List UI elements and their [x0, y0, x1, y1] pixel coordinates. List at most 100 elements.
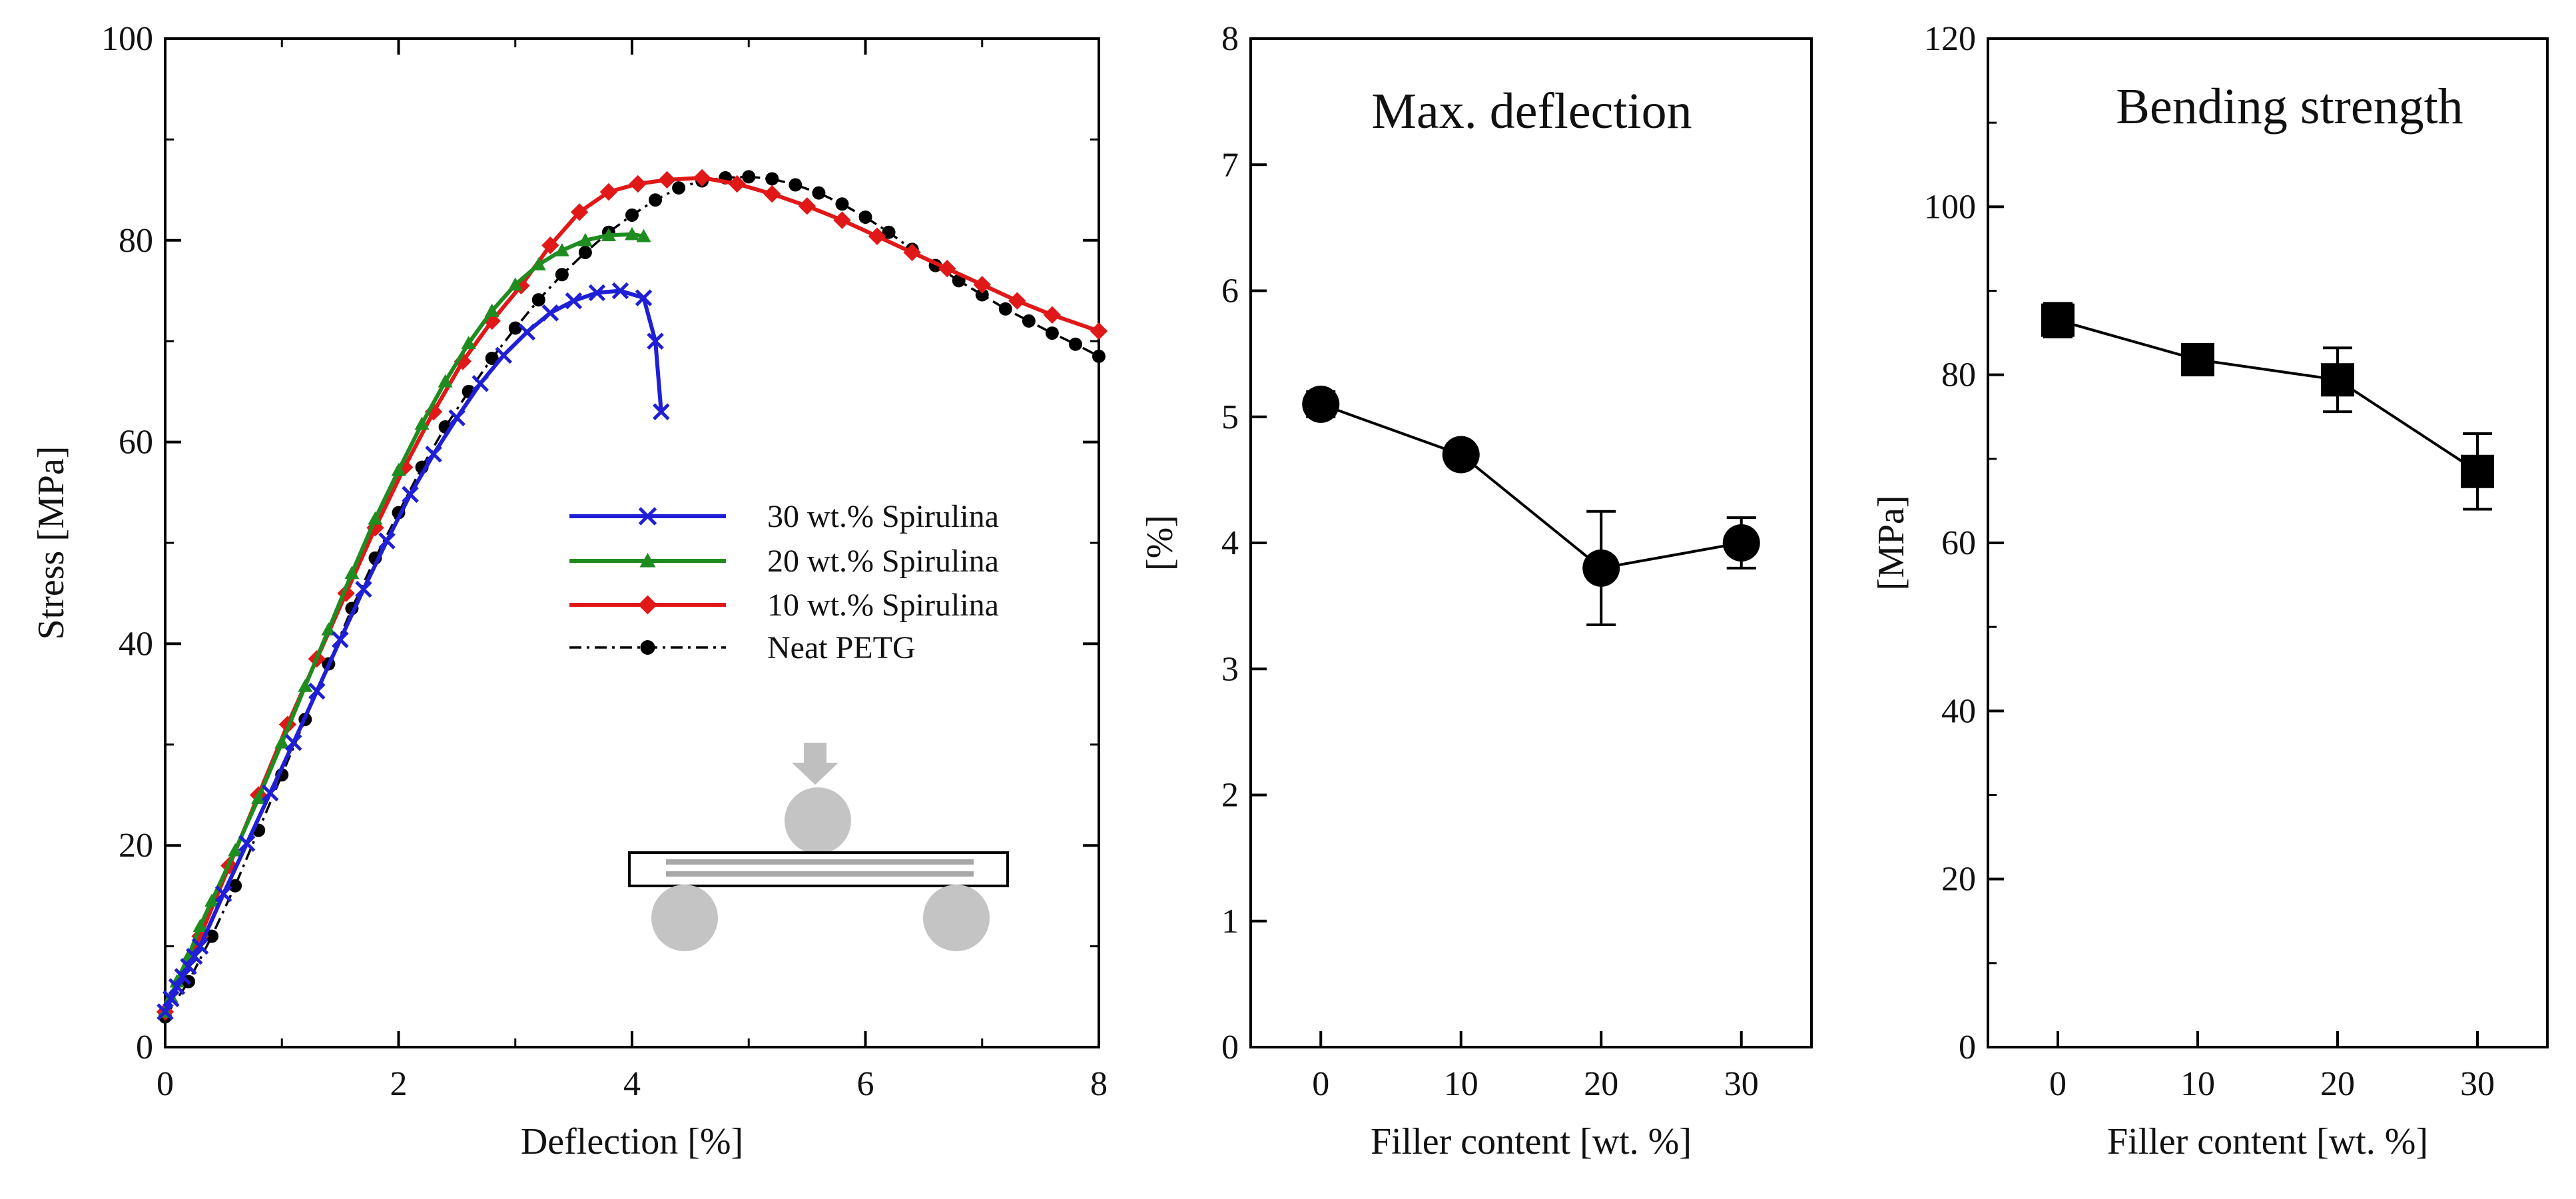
x-tick-label: 8	[1090, 1065, 1108, 1103]
plot-frame	[1988, 39, 2547, 1047]
data-point	[286, 735, 301, 750]
data-point	[509, 322, 522, 335]
data-point	[2461, 455, 2494, 488]
data-point	[473, 376, 487, 391]
data-point	[1090, 322, 1108, 340]
y-axis-title: [MPa]	[1871, 495, 1912, 590]
data-point	[763, 185, 781, 202]
x-tick-label: 0	[157, 1065, 174, 1103]
three-point-bending-schematic	[629, 743, 1008, 951]
y-tick-label: 100	[1924, 188, 1976, 226]
data-point	[999, 302, 1012, 316]
series-line	[165, 291, 661, 1012]
data-point	[2321, 363, 2354, 396]
series-line	[1321, 404, 1742, 568]
y-tick-label: 0	[1959, 1028, 1976, 1066]
y-tick-label: 120	[1924, 20, 1976, 58]
data-point	[903, 244, 920, 261]
data-point	[1302, 386, 1339, 423]
legend: 30 wt.% Spirulina 20 wt.% Spirulina 10 wt.…	[569, 499, 999, 665]
data-point	[1443, 436, 1480, 474]
x-tick-label: 10	[1444, 1065, 1478, 1103]
x-axis-title: Deflection [%]	[521, 1121, 743, 1162]
y-tick-label: 60	[119, 424, 153, 462]
x-tick-label: 30	[1724, 1065, 1759, 1103]
data-point	[799, 197, 816, 214]
y-tick-label: 100	[101, 20, 153, 58]
series-30-wt-spirulina	[158, 284, 669, 1020]
y-tick-label: 60	[1941, 524, 1976, 562]
data-point	[812, 187, 825, 200]
data-point	[333, 632, 348, 647]
data-point	[380, 534, 394, 548]
data-point	[579, 246, 592, 259]
x-tick-label: 0	[1312, 1065, 1329, 1103]
x-tick-label: 4	[623, 1065, 641, 1103]
data-point	[1723, 524, 1760, 562]
data-point	[649, 193, 662, 206]
data-point	[625, 208, 639, 222]
data-point	[356, 582, 371, 597]
panel-title: Bending strength	[2116, 79, 2463, 135]
y-tick-label: 4	[1221, 524, 1239, 562]
data-point	[859, 210, 872, 224]
support-roller-left	[651, 885, 718, 951]
data-point	[2041, 304, 2075, 337]
y-tick-label: 0	[1221, 1028, 1239, 1066]
x-tick-label: 30	[2460, 1065, 2495, 1103]
data-point	[765, 172, 779, 185]
loading-roller	[785, 787, 851, 854]
data-point	[835, 197, 848, 210]
data-point	[532, 293, 545, 306]
data-point	[1582, 550, 1620, 587]
x-tick-label: 10	[2180, 1065, 2215, 1103]
x-tick-label: 0	[2049, 1065, 2067, 1103]
y-tick-label: 20	[1941, 861, 1976, 899]
bending-strength-panel: 0204060801001200 10 20 30Filler content [wt…	[1871, 20, 2547, 1162]
panel-title: Max. deflection	[1371, 83, 1692, 139]
y-tick-label: 80	[1941, 356, 1976, 394]
specimen-fiber-line	[666, 859, 974, 865]
data-point	[1092, 350, 1106, 363]
series-20-wt-spirulina	[158, 227, 651, 1018]
max-deflection-panel: 0123456780 10 20 30Filler content [wt. %][%…	[1139, 20, 1811, 1162]
y-tick-label: 1	[1221, 903, 1239, 941]
y-tick-label: 80	[119, 222, 153, 260]
data-point	[426, 447, 441, 462]
y-axis-title: Stress [MPa]	[31, 446, 72, 640]
data-point	[629, 175, 647, 193]
data-point	[789, 179, 802, 192]
x-axis-title: Filler content [wt. %]	[2107, 1121, 2428, 1162]
series-line	[165, 234, 644, 1012]
data-point	[638, 596, 657, 615]
y-tick-label: 2	[1221, 777, 1239, 815]
data-point	[1044, 306, 1061, 324]
data-point	[1046, 326, 1059, 340]
x-tick-label: 20	[2320, 1065, 2355, 1103]
y-tick-label: 6	[1221, 272, 1239, 310]
y-axis-title: [%]	[1139, 515, 1181, 571]
data-point	[1022, 314, 1036, 328]
series-line	[2058, 320, 2477, 472]
data-point	[742, 170, 755, 183]
y-tick-label: 3	[1221, 650, 1239, 688]
x-axis-title: Filler content [wt. %]	[1371, 1121, 1692, 1162]
legend-label: 20 wt.% Spirulina	[767, 544, 999, 579]
data-point	[2181, 343, 2214, 376]
data-point	[672, 181, 685, 195]
y-tick-label: 40	[119, 625, 153, 663]
y-tick-label: 20	[119, 827, 153, 865]
data-point	[641, 640, 655, 655]
x-tick-label: 2	[390, 1065, 408, 1103]
specimen-bar	[629, 853, 1008, 886]
legend-label: Neat PETG	[767, 630, 916, 665]
data-point	[1069, 338, 1082, 351]
data-point	[555, 268, 569, 281]
load-arrow-icon	[792, 743, 838, 785]
data-point	[240, 836, 254, 851]
data-point	[693, 169, 711, 187]
x-tick-label: 20	[1584, 1065, 1618, 1103]
y-tick-label: 7	[1221, 146, 1239, 184]
data-point	[519, 325, 534, 340]
